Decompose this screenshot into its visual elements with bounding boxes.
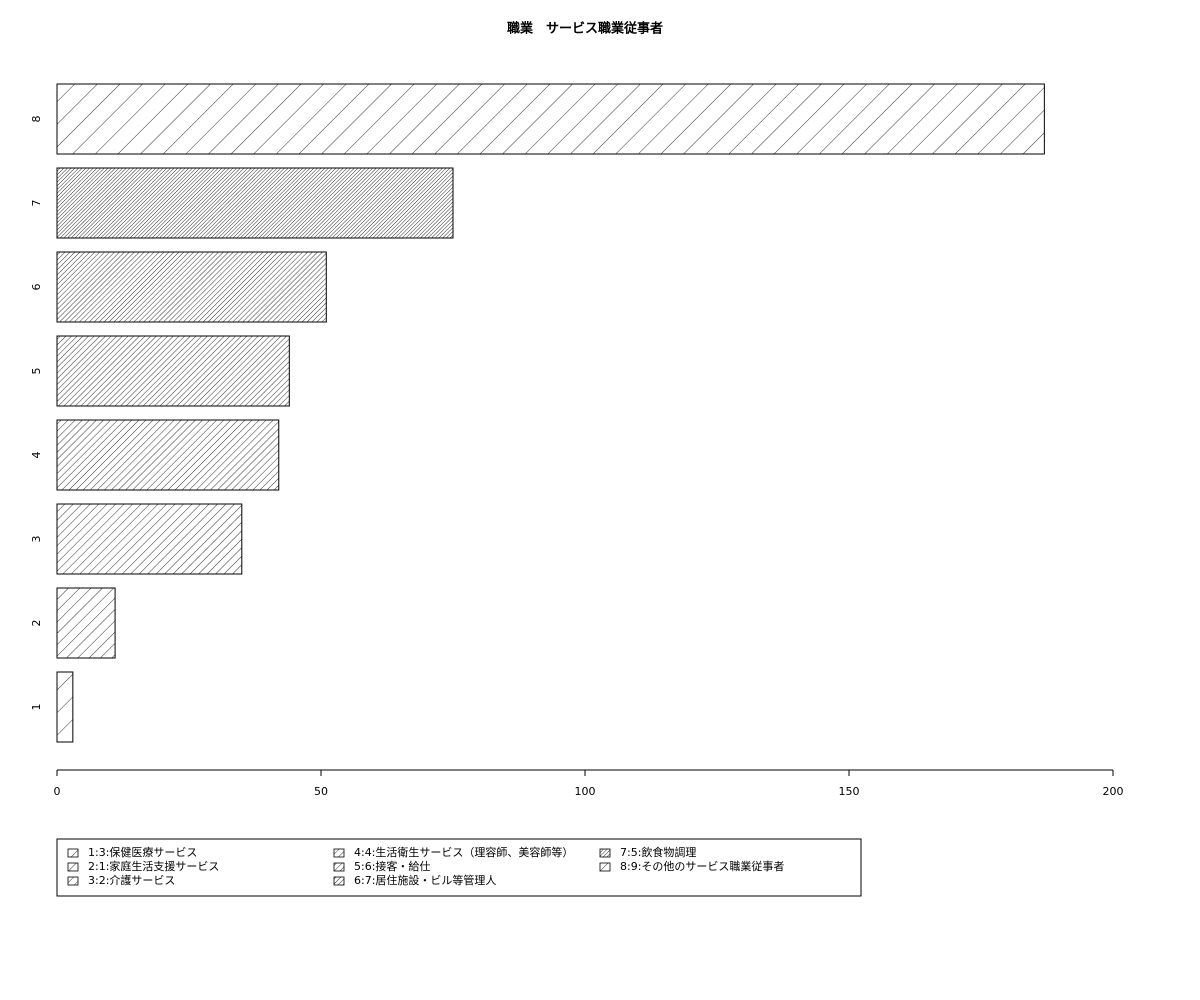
legend-label: 4:4:生活衛生サービス（理容師、美容師等） <box>354 845 573 859</box>
bar <box>56 587 116 659</box>
x-tick-label: 200 <box>1103 785 1124 798</box>
legend-label: 5:6:接客・給仕 <box>354 859 430 873</box>
legend-swatch <box>67 848 79 858</box>
legend-label: 7:5:飲食物調理 <box>620 845 696 859</box>
legend-swatch <box>333 862 345 872</box>
y-tick-label: 1 <box>30 704 43 711</box>
y-tick-label: 6 <box>30 284 43 291</box>
x-tick-label: 0 <box>54 785 61 798</box>
y-tick-label: 2 <box>30 620 43 627</box>
chart-title: 職業 サービス職業従事者 <box>507 21 663 37</box>
legend-label: 3:2:介護サービス <box>88 873 175 887</box>
legend-swatch <box>333 876 345 886</box>
bar <box>56 83 1045 155</box>
bar <box>56 167 454 239</box>
legend-swatch <box>599 848 611 858</box>
bar <box>56 335 290 407</box>
legend-swatch <box>599 862 611 872</box>
legend-swatch <box>67 876 79 886</box>
x-tick-label: 100 <box>575 785 596 798</box>
legend-swatch <box>333 848 345 858</box>
bar <box>56 419 280 491</box>
legend-label: 6:7:居住施設・ビル等管理人 <box>354 873 496 887</box>
legend-swatch <box>67 862 79 872</box>
bar <box>56 251 327 323</box>
y-tick-label: 8 <box>30 116 43 123</box>
y-tick-label: 3 <box>30 536 43 543</box>
legend-label: 2:1:家庭生活支援サービス <box>88 859 219 873</box>
y-tick-label: 4 <box>30 452 43 459</box>
x-tick-label: 50 <box>314 785 328 798</box>
y-tick-label: 5 <box>30 368 43 375</box>
y-tick-label: 7 <box>30 200 43 207</box>
bar <box>56 671 74 743</box>
legend-box <box>56 838 862 897</box>
x-tick-label: 150 <box>839 785 860 798</box>
bar <box>56 503 243 575</box>
legend-label: 8:9:その他のサービス職業従事者 <box>620 860 784 873</box>
legend-label: 1:3:保健医療サービス <box>88 845 197 859</box>
